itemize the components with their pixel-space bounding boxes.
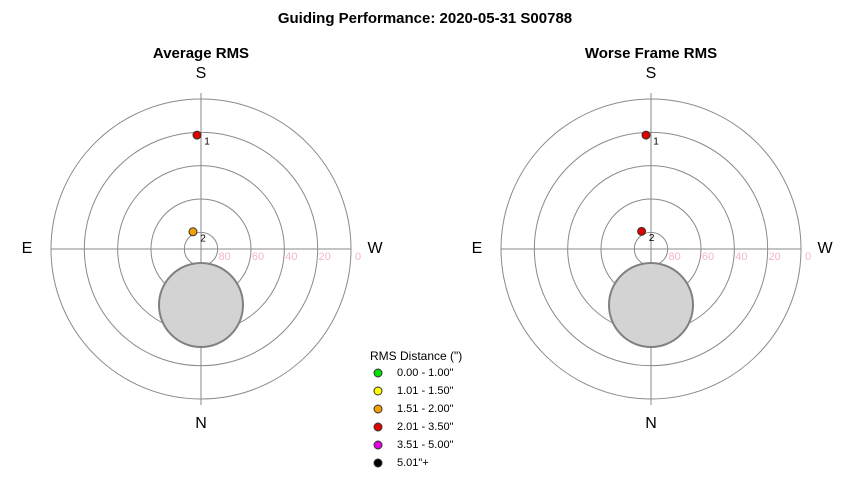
r-tick-label: 60: [252, 251, 264, 263]
r-tick-label: 0: [355, 251, 361, 263]
point: [637, 226, 647, 236]
direction-label: W: [367, 240, 383, 257]
legend-label: 5.01"+: [397, 457, 429, 469]
legend-marker: [373, 440, 383, 450]
r-tick-label: 20: [319, 251, 331, 263]
exclusion-zone: [608, 262, 694, 348]
legend-marker: [373, 386, 383, 396]
legend-marker: [373, 422, 383, 432]
direction-label: N: [195, 415, 207, 432]
r-tick-label: 40: [735, 251, 747, 263]
point-label: 2: [200, 233, 206, 244]
point: [188, 227, 198, 237]
exclusion-zone: [158, 262, 244, 348]
legend-label: 1.51 - 2.00": [397, 403, 454, 415]
legend-marker: [373, 404, 383, 414]
direction-label: W: [817, 240, 833, 257]
legend-label: 3.51 - 5.00": [397, 439, 454, 451]
subplot-title: Average RMS: [153, 45, 249, 62]
direction-label: N: [645, 415, 657, 432]
r-tick-label: 60: [702, 251, 714, 263]
page-title: Guiding Performance: 2020-05-31 S00788: [278, 10, 572, 27]
direction-label: S: [646, 65, 657, 82]
r-tick-label: 40: [285, 251, 297, 263]
legend-label: 0.00 - 1.00": [397, 367, 454, 379]
legend-marker: [373, 368, 383, 378]
legend-marker: [373, 458, 383, 468]
r-tick-label: 80: [669, 251, 681, 263]
r-tick-label: 80: [219, 251, 231, 263]
point-label: 1: [204, 137, 210, 148]
point: [192, 130, 202, 140]
r-tick-label: 20: [769, 251, 781, 263]
point: [641, 130, 651, 140]
direction-label: E: [472, 240, 483, 257]
direction-label: S: [196, 65, 207, 82]
point-label: 1: [653, 137, 659, 148]
subplot-title: Worse Frame RMS: [585, 45, 717, 62]
legend-label: 1.01 - 1.50": [397, 385, 454, 397]
legend-label: 2.01 - 3.50": [397, 421, 454, 433]
point-label: 2: [649, 233, 655, 244]
direction-label: E: [22, 240, 33, 257]
legend-title: RMS Distance ("): [370, 349, 462, 363]
r-tick-label: 0: [805, 251, 811, 263]
